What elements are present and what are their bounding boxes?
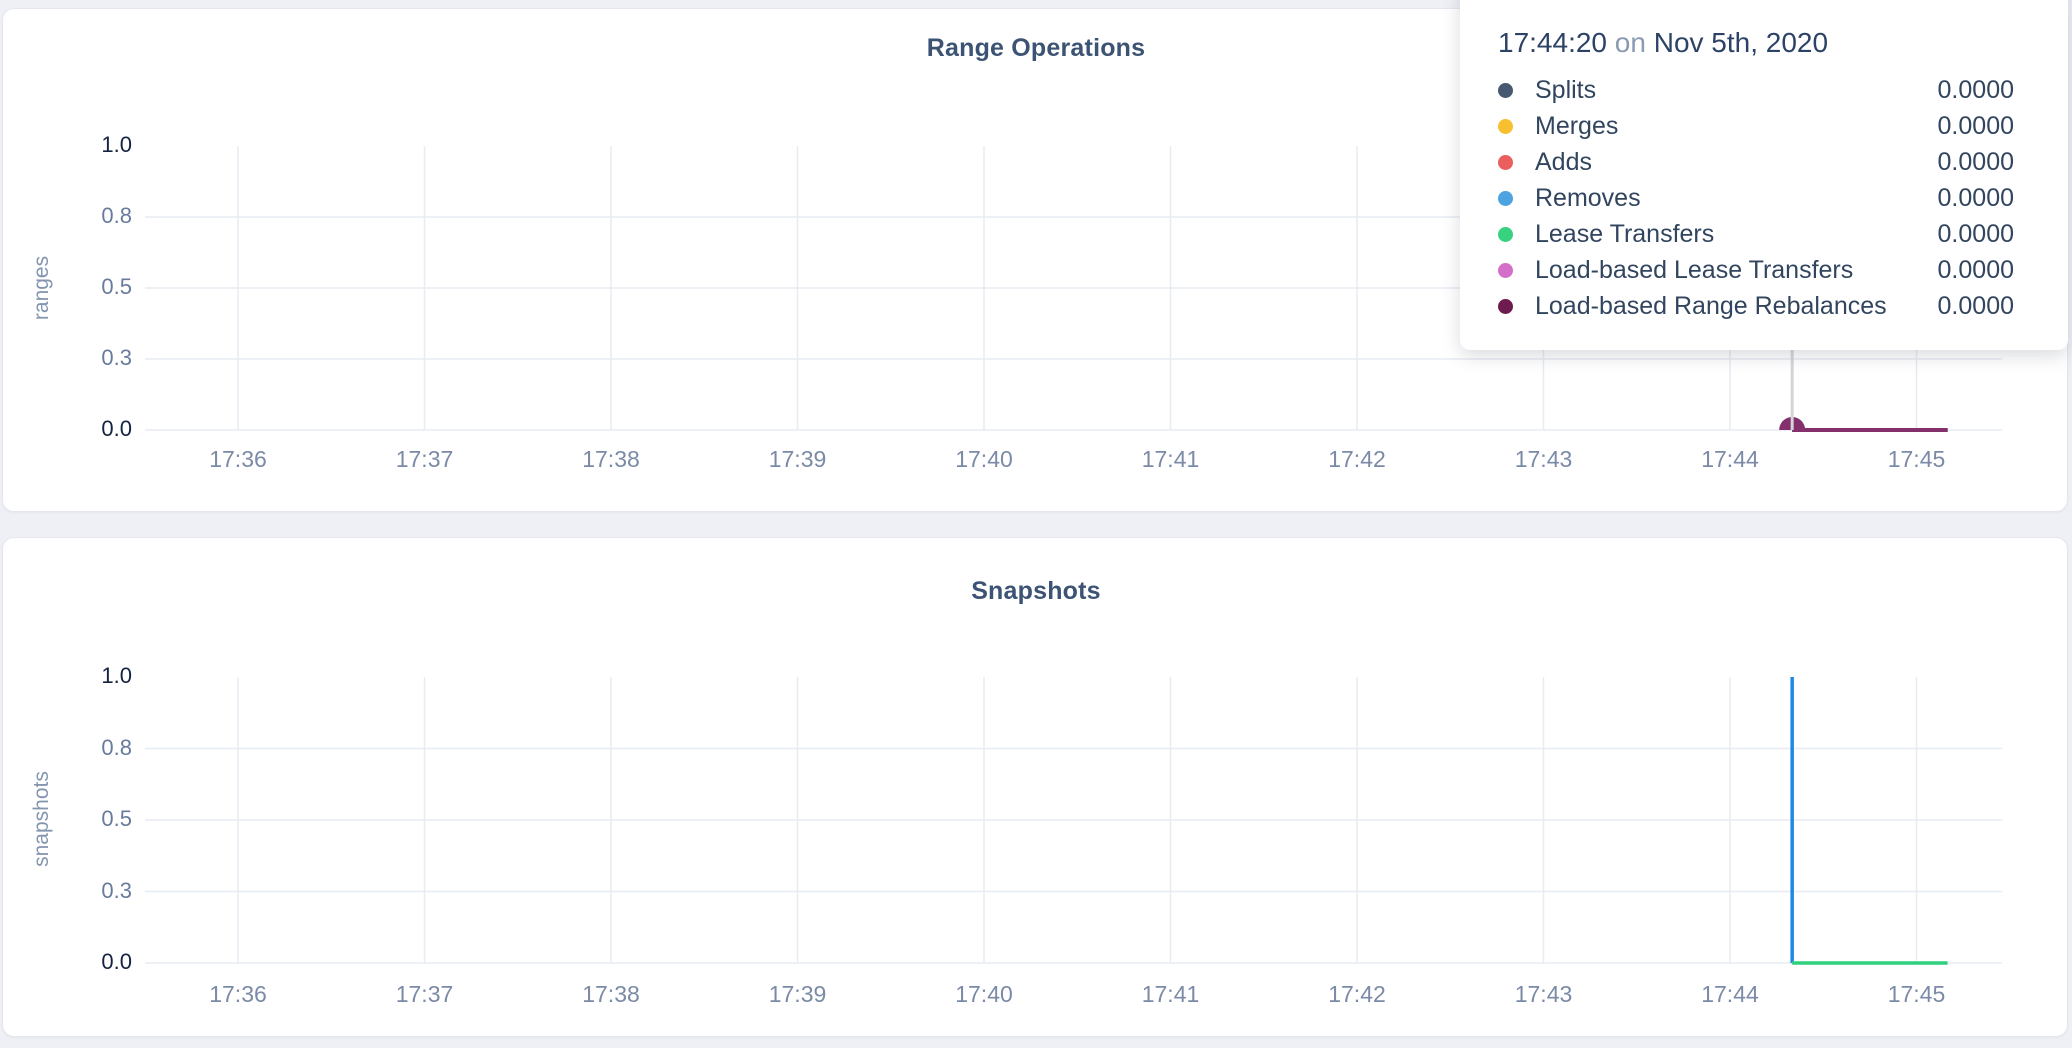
tooltip-time: 17:44:20	[1498, 27, 1607, 58]
tooltip-series-row: Load-based Range Rebalances 0.0000	[1498, 288, 2014, 324]
series-label: Lease Transfers	[1535, 219, 1715, 248]
series-value: 0.0000	[1937, 111, 2014, 140]
chart-title-range-operations: Range Operations	[926, 34, 1146, 62]
series-color-dot	[1498, 190, 1513, 206]
series-color-dot	[1498, 154, 1513, 170]
series-value: 0.0000	[1937, 183, 2014, 212]
series-label: Adds	[1535, 147, 1592, 176]
y-axis-label-snapshots: snapshots	[30, 771, 53, 867]
series-color-dot	[1498, 262, 1513, 278]
tooltip-series-row: Merges 0.0000	[1498, 108, 2014, 144]
series-value: 0.0000	[1937, 147, 2014, 176]
series-color-dot	[1498, 298, 1513, 314]
tooltip-series-row: Removes 0.0000	[1498, 180, 2014, 216]
y-axis-label-ranges: ranges	[30, 255, 53, 321]
snapshots-card	[2, 537, 2068, 1037]
series-value: 0.0000	[1937, 255, 2014, 284]
chart-hover-tooltip: 17:44:20 on Nov 5th, 2020 Splits 0.0000 Me…	[1460, 0, 2068, 350]
series-value: 0.0000	[1937, 75, 2014, 104]
tooltip-date: Nov 5th, 2020	[1653, 27, 1829, 58]
tooltip-series-row: Lease Transfers 0.0000	[1498, 216, 2014, 252]
tooltip-timestamp: 17:44:20 on Nov 5th, 2020	[1498, 26, 2014, 60]
series-label: Removes	[1535, 183, 1641, 212]
series-label: Load-based Range Rebalances	[1535, 291, 1887, 320]
tooltip-series-row: Load-based Lease Transfers 0.0000	[1498, 252, 2014, 288]
tooltip-series-list: Splits 0.0000 Merges 0.0000 Adds 0.0000 Remove…	[1498, 72, 2014, 324]
series-label: Load-based Lease Transfers	[1535, 255, 1854, 284]
series-color-dot	[1498, 118, 1513, 134]
chart-title-snapshots: Snapshots	[971, 577, 1101, 605]
series-value: 0.0000	[1937, 219, 2014, 248]
series-value: 0.0000	[1937, 291, 2014, 320]
series-color-dot	[1498, 82, 1513, 98]
tooltip-series-row: Splits 0.0000	[1498, 72, 2014, 108]
series-label: Merges	[1535, 111, 1619, 140]
series-label: Splits	[1535, 75, 1597, 104]
tooltip-series-row: Adds 0.0000	[1498, 144, 2014, 180]
snapshots-plot-area[interactable]	[145, 677, 2002, 963]
series-color-dot	[1498, 226, 1513, 242]
tooltip-connector: on	[1614, 27, 1646, 58]
